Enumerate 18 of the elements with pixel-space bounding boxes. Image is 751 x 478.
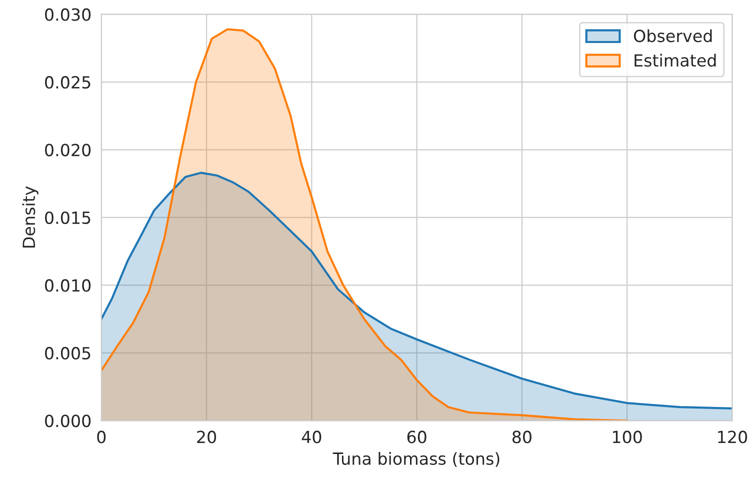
x-tick-label: 80	[512, 430, 532, 444]
legend-label: Estimated	[634, 54, 716, 67]
y-tick-label: 0.020	[45, 144, 91, 156]
legend-label: Observed	[634, 29, 712, 42]
x-tick-label: 100	[613, 430, 642, 444]
y-tick-label: 0.015	[45, 211, 90, 224]
x-tick-label: 0	[97, 430, 106, 444]
x-tick-label: 20	[197, 430, 216, 444]
y-axis-title: Density	[22, 186, 38, 248]
y-tick-label: 0.000	[45, 414, 91, 428]
x-tick-label: 120	[718, 430, 748, 444]
x-tick-label: 40	[302, 430, 322, 444]
x-axis-title: Tuna biomass (tons)	[332, 452, 500, 467]
y-tick-label: 0.030	[45, 8, 91, 21]
y-tick-label: 0.025	[45, 76, 90, 89]
y-tick-label: 0.010	[45, 279, 91, 292]
x-tick-label: 60	[407, 430, 426, 444]
y-tick-label: 0.005	[45, 346, 90, 360]
